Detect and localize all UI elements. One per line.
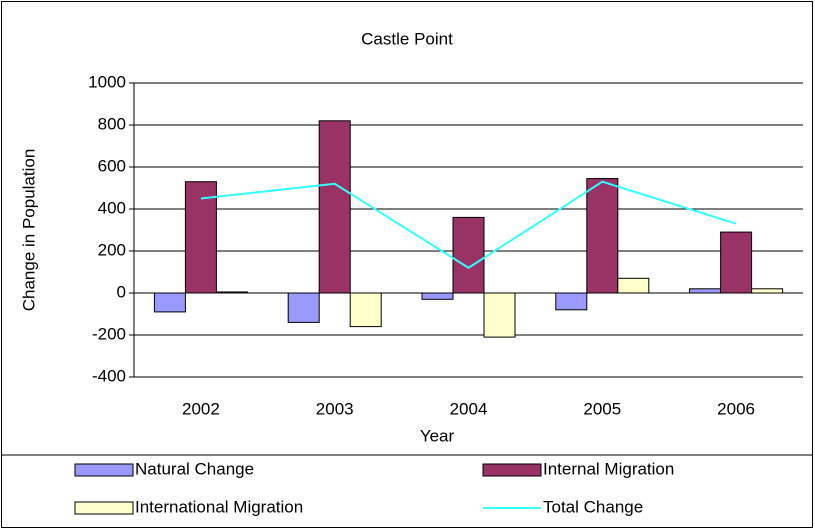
legend-label: Internal Migration (543, 459, 674, 478)
x-axis-title: Year (420, 426, 455, 445)
legend-marker (74, 463, 134, 477)
y-axis-title: Change in Population (19, 149, 38, 312)
bar (184, 181, 217, 294)
bar (349, 292, 382, 328)
y-tick-label: 1000 (88, 72, 126, 91)
bar (720, 231, 753, 294)
bar (586, 178, 619, 294)
x-tick-label: 2002 (182, 399, 220, 418)
y-tick-label: 800 (98, 114, 126, 133)
bar (153, 292, 186, 313)
legend-label: Total Change (543, 497, 643, 516)
y-tick-label: 200 (98, 240, 126, 259)
bar (617, 277, 650, 294)
bar (751, 288, 784, 294)
legend-label: Natural Change (135, 459, 254, 478)
x-tick-label: 2004 (450, 399, 488, 418)
line-series (200, 180, 737, 269)
y-tick-label: 600 (98, 156, 126, 175)
y-tick-label: 0 (117, 282, 126, 301)
x-tick-label: 2006 (717, 399, 755, 418)
y-tick-label: -400 (92, 366, 126, 385)
bar (555, 292, 588, 311)
legend-label: International Migration (135, 497, 303, 516)
bar (452, 216, 485, 294)
bar (421, 292, 454, 300)
y-tick-label: -200 (92, 324, 126, 343)
bar (318, 120, 351, 294)
legend-marker (74, 501, 134, 515)
chart-title: Castle Point (361, 29, 453, 48)
bar (483, 292, 516, 338)
bar (215, 291, 248, 294)
legend-marker (482, 463, 542, 477)
bar (689, 288, 722, 294)
bar (287, 292, 320, 323)
y-tick-label: 400 (98, 198, 126, 217)
x-tick-label: 2005 (583, 399, 621, 418)
x-tick-label: 2003 (316, 399, 354, 418)
